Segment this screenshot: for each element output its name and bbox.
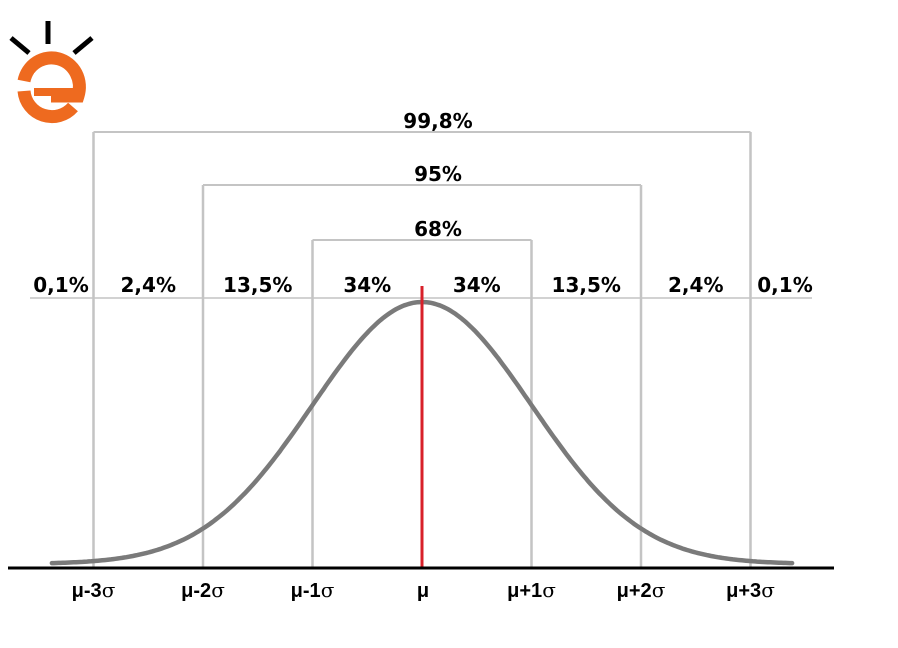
region-label: 0,1% [757, 273, 812, 297]
sigma-axis-labels: μ-3σ μ-2σ μ-1σ μ μ+1σ μ+2σ μ+3σ [72, 578, 776, 602]
bracket-label: 68% [414, 217, 462, 241]
logo [9, 21, 94, 124]
sigma-symbol: σ [652, 578, 666, 602]
sigma-symbol: σ [102, 578, 116, 602]
sigma-tick-label: μ+1σ [507, 578, 556, 602]
tick-base: μ+2 [617, 580, 652, 602]
sigma-symbol: σ [761, 578, 775, 602]
tick-base: μ+1 [507, 580, 542, 602]
sigma-tick-label: μ-3σ [72, 578, 116, 602]
bracket-label: 99,8% [403, 109, 472, 133]
logo-rays-icon [9, 21, 94, 55]
sigma-tick-label: μ+2σ [617, 578, 666, 602]
percentage-brackets: 99,8% 95% 68% [93, 109, 751, 241]
region-percent-labels: 0,1% 2,4% 13,5% 34% 34% 13,5% 2,4% 0,1% [33, 273, 812, 297]
sigma-symbol: σ [211, 578, 225, 602]
region-label: 34% [453, 273, 501, 297]
tick-base: μ-1 [291, 580, 321, 602]
region-label: 2,4% [121, 273, 176, 297]
region-label: 2,4% [668, 273, 723, 297]
sigma-tick-label: μ+3σ [726, 578, 775, 602]
region-label: 0,1% [33, 273, 88, 297]
region-label: 13,5% [552, 273, 621, 297]
sigma-symbol: σ [321, 578, 335, 602]
sigma-tick-label: μ [417, 580, 429, 602]
sigma-tick-label: μ-1σ [291, 578, 335, 602]
tick-base: μ-3 [72, 580, 102, 602]
tick-base: μ+3 [726, 580, 761, 602]
region-label: 13,5% [223, 273, 292, 297]
sigma-tick-label: μ-2σ [181, 578, 225, 602]
logo-e-icon [17, 51, 86, 124]
sigma-symbol: σ [542, 578, 556, 602]
tick-base: μ [417, 580, 429, 602]
tick-base: μ-2 [181, 580, 211, 602]
bracket-label: 95% [414, 162, 462, 186]
region-label: 34% [343, 273, 391, 297]
